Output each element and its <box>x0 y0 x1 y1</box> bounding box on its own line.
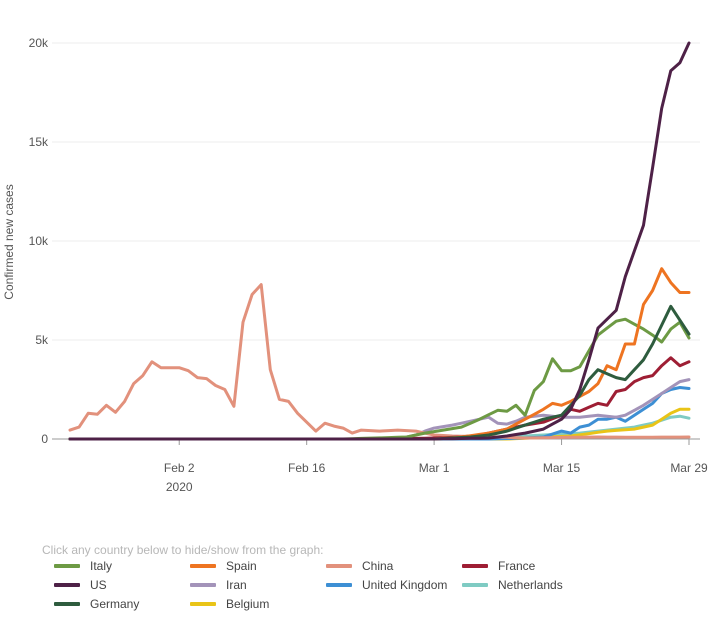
y-tick-label: 0 <box>41 432 48 446</box>
legend-swatch <box>54 583 80 587</box>
legend-label: Iran <box>226 578 247 592</box>
x-tick-label: Feb 2 <box>164 461 195 475</box>
legend-label: China <box>362 559 394 573</box>
legend-label: Italy <box>90 559 113 573</box>
legend-item-germany[interactable]: Germany <box>54 597 139 611</box>
series-line-belgium[interactable] <box>68 407 691 441</box>
y-axis-ticks: 0 5k 10k 15k 20k <box>29 36 49 446</box>
series-line-spain[interactable] <box>68 267 691 441</box>
y-tick-label: 5k <box>35 333 49 347</box>
legend-swatch <box>190 564 216 568</box>
legend-label: France <box>498 559 536 573</box>
legend-label: US <box>90 578 107 592</box>
y-axis-label: Confirmed new cases <box>2 184 16 299</box>
legend-label: Belgium <box>226 597 270 611</box>
legend-item-china[interactable]: China <box>326 559 393 573</box>
legend-label: United Kingdom <box>362 578 448 592</box>
x-tick-label: Feb 16 <box>288 461 326 475</box>
legend-item-iran[interactable]: Iran <box>190 578 247 592</box>
series-line-china[interactable] <box>68 283 691 440</box>
legend-swatch <box>326 564 352 568</box>
x-tick-sublabel: 2020 <box>166 480 193 494</box>
legend-item-netherlands[interactable]: Netherlands <box>462 578 563 592</box>
x-tick-label: Mar 15 <box>543 461 581 475</box>
legend-swatch <box>462 564 488 568</box>
y-tick-label: 10k <box>29 234 49 248</box>
legend-item-us[interactable]: US <box>54 578 107 592</box>
y-tick-label: 20k <box>29 36 49 50</box>
y-tick-label: 15k <box>29 135 49 149</box>
legend-label: Germany <box>90 597 140 611</box>
legend-hint: Click any country below to hide/show fro… <box>42 543 324 557</box>
series-line-us[interactable] <box>68 41 691 441</box>
legend-item-spain[interactable]: Spain <box>190 559 257 573</box>
legend-item-france[interactable]: France <box>462 559 535 573</box>
line-chart: 0 5k 10k 15k 20k Feb 2 2020 Feb 16 Mar 1 Mar 15 M… <box>2 36 708 494</box>
legend-swatch <box>54 602 80 606</box>
legend-swatch <box>190 583 216 587</box>
series-lines <box>68 41 691 441</box>
legend-swatch <box>190 602 216 606</box>
legend-item-italy[interactable]: Italy <box>54 559 112 573</box>
legend-item-united-kingdom[interactable]: United Kingdom <box>326 578 447 592</box>
legend-swatch <box>462 583 488 587</box>
legend-label: Netherlands <box>498 578 563 592</box>
legend-label: Spain <box>226 559 257 573</box>
legend-item-belgium[interactable]: Belgium <box>190 597 269 611</box>
legend-swatch <box>54 564 80 568</box>
legend-swatch <box>326 583 352 587</box>
x-tick-label: Mar 1 <box>419 461 450 475</box>
gridlines <box>52 42 700 440</box>
x-tick-label: Mar 29 <box>670 461 708 475</box>
x-axis-ticks: Feb 2 2020 Feb 16 Mar 1 Mar 15 Mar 29 <box>164 439 708 494</box>
